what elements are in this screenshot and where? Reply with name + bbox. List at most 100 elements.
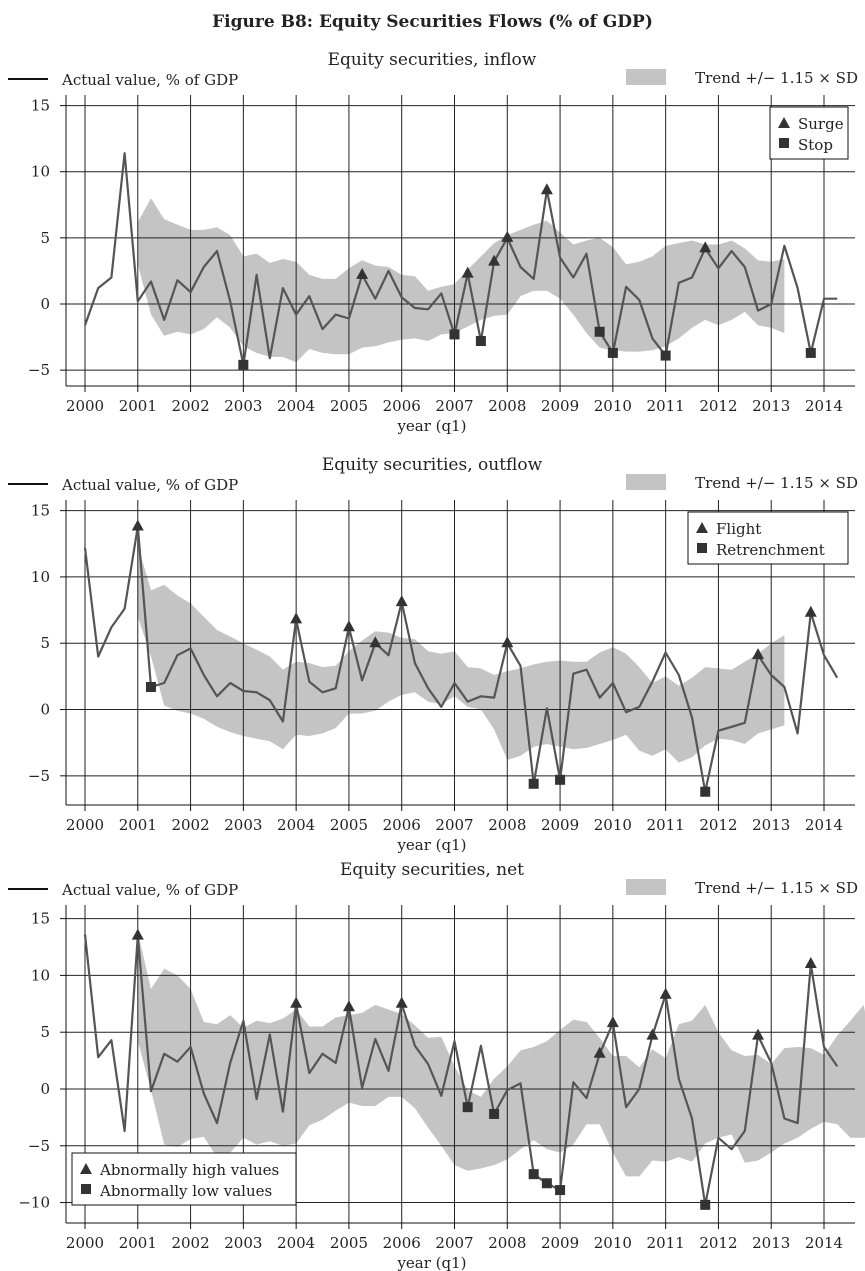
x-axis-label: year (q1) (396, 836, 466, 854)
high-marker (131, 519, 144, 531)
x-tick-label: 2014 (805, 816, 843, 834)
low-marker (489, 1108, 500, 1119)
high-marker (395, 595, 408, 607)
y-tick-label: 15 (31, 97, 50, 115)
legend-high-marker (696, 522, 708, 533)
x-tick-label: 2005 (330, 397, 368, 415)
trend-band (137, 932, 865, 1177)
x-tick-label: 2003 (224, 397, 262, 415)
x-tick-label: 2001 (119, 816, 157, 834)
low-marker (145, 681, 156, 692)
legend-high-marker (778, 117, 790, 128)
legend-low-marker (697, 543, 707, 553)
x-tick-label: 2010 (594, 397, 632, 415)
y-tick-label: 5 (40, 1023, 50, 1041)
x-tick-label: 2014 (805, 397, 843, 415)
x-tick-label: 2002 (171, 816, 209, 834)
x-tick-label: 2012 (699, 1234, 737, 1252)
marker-legend: Surge Stop (769, 106, 849, 160)
marker-legend-box (769, 106, 849, 160)
x-tick-label: 2003 (224, 1234, 262, 1252)
x-tick-label: 2007 (435, 816, 473, 834)
x-tick-label: 2008 (488, 816, 526, 834)
high-marker (646, 1028, 659, 1040)
y-tick-label: 0 (40, 1080, 50, 1098)
x-tick-label: 2005 (330, 1234, 368, 1252)
low-marker (528, 778, 539, 789)
x-tick-label: 2002 (171, 1234, 209, 1252)
high-marker (501, 636, 514, 648)
legend-line-label: Actual value, % of GDP (61, 881, 238, 899)
low-marker (700, 786, 711, 797)
high-marker (752, 648, 765, 660)
legend-line-label: Actual value, % of GDP (61, 71, 238, 89)
marker-legend-box (687, 511, 849, 565)
marker-legend-box (71, 1152, 297, 1206)
high-marker (659, 987, 672, 999)
x-tick-label: 2006 (383, 1234, 421, 1252)
x-tick-label: 2000 (66, 397, 104, 415)
high-marker (540, 183, 553, 195)
x-tick-label: 2013 (752, 397, 790, 415)
high-marker (395, 996, 408, 1008)
chart-title: Equity securities, inflow (328, 50, 537, 70)
trend-band (137, 545, 785, 763)
high-marker (369, 636, 382, 648)
x-tick-label: 2013 (752, 816, 790, 834)
high-marker (356, 267, 369, 279)
low-marker (449, 329, 460, 340)
low-marker (238, 359, 249, 370)
legend-line-label: Actual value, % of GDP (61, 476, 238, 494)
low-marker (594, 326, 605, 337)
y-tick-label: −5 (28, 1137, 50, 1155)
x-tick-label: 2010 (594, 1234, 632, 1252)
legend-band-swatch (626, 879, 666, 895)
low-marker (541, 1178, 552, 1189)
high-marker (290, 996, 303, 1008)
marker-legend: Flight Retrenchment (687, 511, 849, 565)
low-marker (475, 336, 486, 347)
x-tick-label: 2001 (119, 1234, 157, 1252)
x-tick-label: 2003 (224, 816, 262, 834)
series-line (83, 934, 839, 1206)
x-tick-label: 2008 (488, 1234, 526, 1252)
y-tick-label: 0 (40, 701, 50, 719)
y-tick-label: 0 (40, 295, 50, 313)
chart-outflow: Equity securities, outflow Actual value, … (8, 455, 858, 854)
figure-title: Figure B8: Equity Securities Flows (% of… (212, 12, 653, 32)
legend-low-label: Stop (798, 136, 833, 154)
legend-low-marker (779, 138, 789, 148)
high-marker (131, 928, 144, 940)
x-tick-label: 2006 (383, 397, 421, 415)
x-tick-label: 2011 (647, 397, 685, 415)
legend-band-label: Trend +/− 1.15 × SD (695, 879, 858, 897)
legend-low-label: Abnormally low values (99, 1182, 272, 1200)
x-tick-label: 2009 (541, 816, 579, 834)
x-tick-label: 2004 (277, 816, 315, 834)
high-marker (461, 266, 474, 278)
x-tick-label: 2010 (594, 816, 632, 834)
low-marker (555, 1185, 566, 1196)
y-tick-label: 5 (40, 229, 50, 247)
x-tick-label: 2008 (488, 397, 526, 415)
high-marker (752, 1028, 765, 1040)
low-marker (528, 1169, 539, 1180)
y-tick-label: −5 (28, 361, 50, 379)
x-tick-label: 2014 (805, 1234, 843, 1252)
x-tick-label: 2004 (277, 1234, 315, 1252)
low-marker (462, 1102, 473, 1113)
series-line (83, 525, 839, 793)
legend-high-marker (80, 1163, 92, 1174)
x-tick-label: 2006 (383, 816, 421, 834)
high-marker (593, 1046, 606, 1058)
low-marker (555, 774, 566, 785)
x-axis-label: year (q1) (396, 1254, 466, 1271)
y-tick-label: 5 (40, 634, 50, 652)
x-tick-label: 2013 (752, 1234, 790, 1252)
chart-inflow: Equity securities, inflow Actual value, %… (8, 50, 858, 435)
x-tick-label: 2001 (119, 397, 157, 415)
high-marker (342, 620, 355, 632)
chart-title: Equity securities, outflow (322, 455, 543, 475)
legend-band-label: Trend +/− 1.15 × SD (695, 69, 858, 87)
legend-band-swatch (626, 69, 666, 85)
